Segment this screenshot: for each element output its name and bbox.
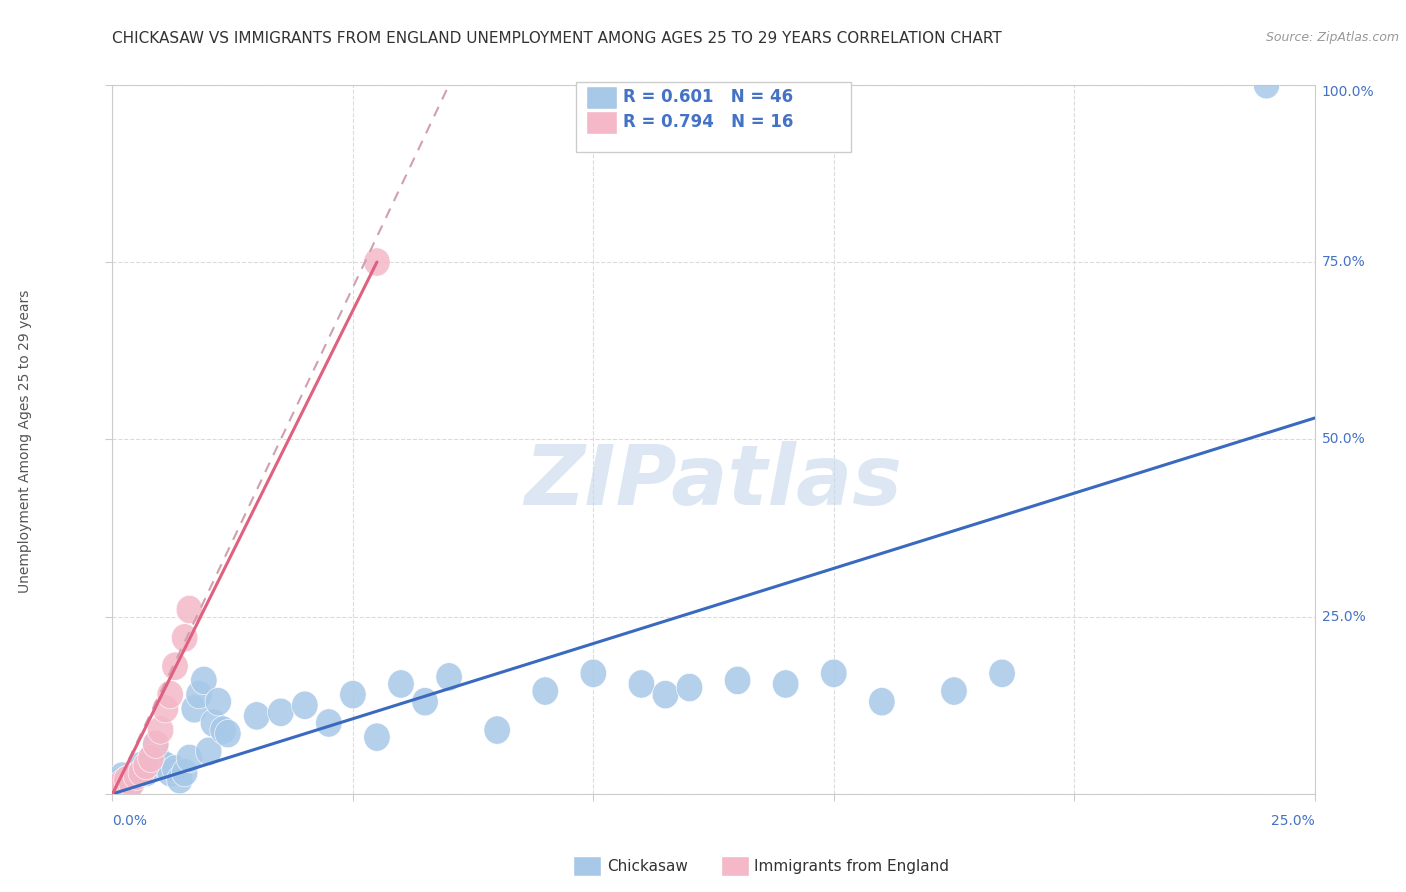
Ellipse shape [869,688,896,716]
Ellipse shape [215,720,240,747]
Ellipse shape [988,659,1015,688]
Ellipse shape [157,758,183,787]
Ellipse shape [484,716,510,744]
Ellipse shape [436,663,463,691]
Ellipse shape [166,765,193,794]
Ellipse shape [315,709,342,737]
Ellipse shape [108,762,135,790]
Text: Unemployment Among Ages 25 to 29 years: Unemployment Among Ages 25 to 29 years [18,290,32,593]
Text: 25.0%: 25.0% [1322,609,1365,624]
Text: ZIPatlas: ZIPatlas [524,442,903,523]
Ellipse shape [118,769,145,797]
Ellipse shape [581,659,606,688]
Ellipse shape [388,670,415,698]
Text: Source: ZipAtlas.com: Source: ZipAtlas.com [1265,31,1399,45]
Ellipse shape [205,688,232,716]
Ellipse shape [114,765,141,794]
Ellipse shape [148,716,174,744]
Ellipse shape [176,744,202,772]
Ellipse shape [628,670,655,698]
Ellipse shape [1253,70,1279,99]
Ellipse shape [162,755,188,783]
Ellipse shape [652,681,679,709]
Text: 75.0%: 75.0% [1322,255,1365,269]
Ellipse shape [138,744,165,772]
Text: CHICKASAW VS IMMIGRANTS FROM ENGLAND UNEMPLOYMENT AMONG AGES 25 TO 29 YEARS CORR: CHICKASAW VS IMMIGRANTS FROM ENGLAND UNE… [112,31,1002,46]
Text: 25.0%: 25.0% [1271,814,1315,828]
Ellipse shape [138,744,165,772]
Ellipse shape [134,751,159,780]
Ellipse shape [209,716,236,744]
Ellipse shape [114,765,141,794]
Ellipse shape [152,751,179,780]
Text: 0.0%: 0.0% [112,814,148,828]
Ellipse shape [124,758,150,787]
Text: 100.0%: 100.0% [1322,85,1374,99]
Ellipse shape [772,670,799,698]
Ellipse shape [142,730,169,758]
Text: 50.0%: 50.0% [1322,433,1365,446]
Ellipse shape [243,702,270,730]
Text: R = 0.601   N = 46: R = 0.601 N = 46 [623,88,793,106]
Ellipse shape [118,769,145,797]
Ellipse shape [128,751,155,780]
Ellipse shape [172,624,198,652]
Ellipse shape [148,747,174,776]
Ellipse shape [142,730,169,758]
Ellipse shape [172,758,198,787]
Ellipse shape [104,769,131,797]
Ellipse shape [152,695,179,723]
Ellipse shape [181,695,208,723]
Ellipse shape [291,691,318,720]
Ellipse shape [195,737,222,765]
Text: Immigrants from England: Immigrants from England [754,859,949,873]
Ellipse shape [821,659,846,688]
Ellipse shape [941,677,967,706]
Ellipse shape [124,762,150,790]
Ellipse shape [104,772,131,801]
Ellipse shape [162,652,188,681]
Ellipse shape [340,681,366,709]
Ellipse shape [267,698,294,726]
Ellipse shape [364,723,391,751]
Ellipse shape [128,758,155,787]
Ellipse shape [412,688,439,716]
Ellipse shape [724,666,751,695]
Ellipse shape [364,248,391,277]
Text: R = 0.794   N = 16: R = 0.794 N = 16 [623,113,793,131]
Text: Chickasaw: Chickasaw [607,859,688,873]
Ellipse shape [176,595,202,624]
Ellipse shape [200,709,226,737]
Ellipse shape [186,681,212,709]
Ellipse shape [108,769,135,797]
Ellipse shape [157,681,183,709]
Ellipse shape [531,677,558,706]
Ellipse shape [134,758,159,787]
Ellipse shape [191,666,217,695]
Ellipse shape [676,673,703,702]
